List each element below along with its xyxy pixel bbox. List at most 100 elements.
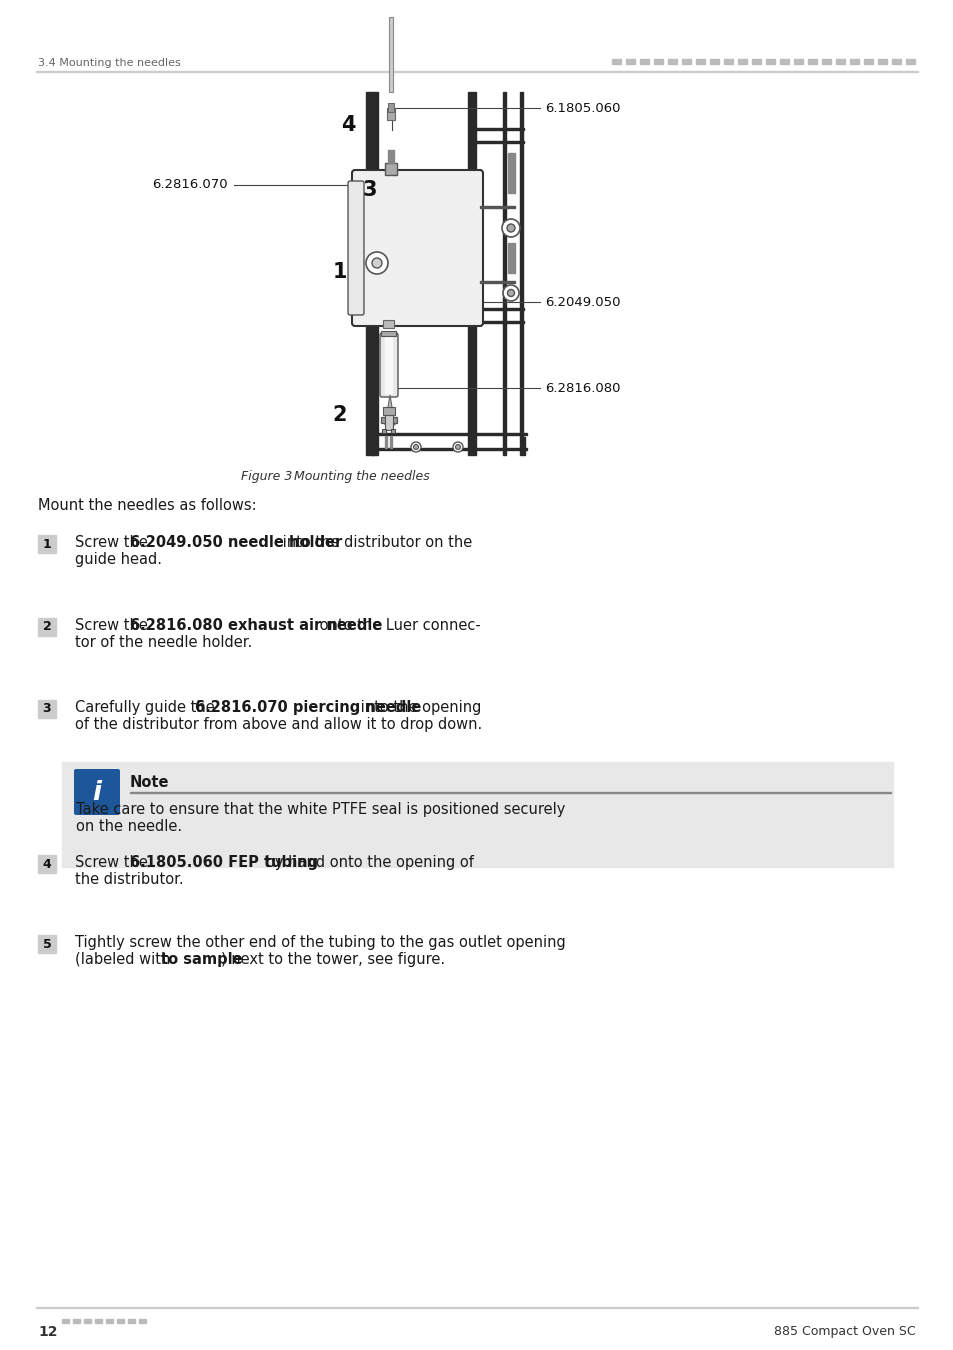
Bar bbox=[780, 59, 788, 63]
Bar bbox=[476, 308, 523, 310]
Text: Mounting the needles: Mounting the needles bbox=[277, 470, 429, 483]
Bar bbox=[62, 761, 892, 867]
Bar bbox=[667, 59, 677, 63]
Circle shape bbox=[366, 252, 388, 274]
Bar bbox=[117, 1319, 124, 1323]
FancyBboxPatch shape bbox=[74, 769, 120, 815]
Text: by hand onto the opening of: by hand onto the opening of bbox=[261, 855, 474, 869]
Text: 6.2816.070 piercing needle: 6.2816.070 piercing needle bbox=[194, 701, 421, 716]
Bar bbox=[502, 92, 505, 455]
Text: 3: 3 bbox=[43, 702, 51, 716]
Bar bbox=[73, 1319, 80, 1323]
Bar bbox=[388, 103, 394, 112]
Text: 6.2816.080: 6.2816.080 bbox=[544, 382, 619, 394]
Text: Mount the needles as follows:: Mount the needles as follows: bbox=[38, 498, 256, 513]
Bar bbox=[372, 448, 526, 450]
Text: Figure 3: Figure 3 bbox=[241, 470, 292, 483]
Text: 2: 2 bbox=[43, 621, 51, 633]
Bar bbox=[821, 59, 830, 63]
Circle shape bbox=[501, 219, 519, 238]
Circle shape bbox=[455, 444, 460, 450]
Text: the distributor.: the distributor. bbox=[75, 872, 183, 887]
Bar bbox=[381, 429, 386, 433]
Text: 6.2049.050: 6.2049.050 bbox=[544, 296, 619, 309]
Bar bbox=[835, 59, 844, 63]
Text: Screw the: Screw the bbox=[75, 618, 152, 633]
Bar bbox=[380, 331, 395, 336]
Bar bbox=[891, 59, 900, 63]
Bar bbox=[382, 320, 394, 328]
Bar bbox=[479, 205, 515, 208]
Bar bbox=[877, 59, 886, 63]
Bar bbox=[522, 437, 524, 455]
Circle shape bbox=[502, 285, 518, 301]
Bar bbox=[863, 59, 872, 63]
Text: into the opening: into the opening bbox=[355, 701, 481, 716]
Bar bbox=[519, 92, 522, 455]
Text: 1: 1 bbox=[43, 537, 51, 551]
Text: 12: 12 bbox=[38, 1324, 57, 1339]
Text: to sample: to sample bbox=[161, 952, 242, 967]
Bar bbox=[479, 281, 515, 284]
Bar bbox=[387, 108, 395, 120]
Bar bbox=[106, 1319, 112, 1323]
Circle shape bbox=[506, 224, 515, 232]
Text: 6.2049.050 needle holder: 6.2049.050 needle holder bbox=[130, 535, 342, 549]
Bar bbox=[793, 59, 802, 63]
Text: Note: Note bbox=[130, 775, 170, 790]
Text: 6.2816.080 exhaust air needle: 6.2816.080 exhaust air needle bbox=[130, 618, 382, 633]
Text: 4: 4 bbox=[43, 857, 51, 871]
Bar bbox=[38, 855, 56, 873]
Bar bbox=[38, 701, 56, 718]
Bar bbox=[380, 417, 396, 423]
Bar bbox=[390, 436, 392, 448]
Bar bbox=[366, 92, 377, 455]
Text: Take care to ensure that the white PTFE seal is positioned securely: Take care to ensure that the white PTFE … bbox=[76, 802, 565, 817]
Text: i: i bbox=[92, 780, 101, 806]
Text: guide head.: guide head. bbox=[75, 552, 162, 567]
Bar bbox=[476, 128, 523, 130]
Text: 3: 3 bbox=[362, 180, 376, 200]
Text: 885 Compact Oven SC: 885 Compact Oven SC bbox=[774, 1324, 915, 1338]
Circle shape bbox=[453, 441, 462, 452]
Text: on the needle.: on the needle. bbox=[76, 819, 182, 834]
Bar bbox=[625, 59, 635, 63]
Bar bbox=[389, 18, 393, 92]
Bar bbox=[681, 59, 690, 63]
Bar bbox=[388, 150, 394, 163]
Text: Carefully guide the: Carefully guide the bbox=[75, 701, 219, 716]
FancyBboxPatch shape bbox=[379, 333, 397, 397]
Text: Screw the: Screw the bbox=[75, 855, 152, 869]
Bar bbox=[382, 406, 395, 414]
Bar bbox=[95, 1319, 102, 1323]
Bar bbox=[391, 429, 395, 433]
Bar bbox=[139, 1319, 146, 1323]
Bar bbox=[385, 414, 393, 431]
Circle shape bbox=[413, 444, 418, 450]
Bar bbox=[849, 59, 858, 63]
Bar bbox=[654, 59, 662, 63]
Bar bbox=[639, 59, 648, 63]
Text: 1: 1 bbox=[333, 262, 347, 282]
Bar bbox=[38, 936, 56, 953]
Circle shape bbox=[411, 441, 420, 452]
Polygon shape bbox=[385, 396, 395, 425]
Text: (labeled with: (labeled with bbox=[75, 952, 174, 967]
Text: ) next to the tower, see figure.: ) next to the tower, see figure. bbox=[221, 952, 445, 967]
Text: 5: 5 bbox=[43, 937, 51, 950]
FancyBboxPatch shape bbox=[348, 181, 364, 315]
Bar bbox=[38, 618, 56, 636]
Text: into the distributor on the: into the distributor on the bbox=[277, 535, 472, 549]
Text: onto the Luer connec-: onto the Luer connec- bbox=[314, 618, 480, 633]
Text: 3.4 Mounting the needles: 3.4 Mounting the needles bbox=[38, 58, 180, 68]
Bar bbox=[385, 436, 387, 448]
Bar bbox=[807, 59, 816, 63]
Bar bbox=[385, 336, 392, 393]
Text: 2: 2 bbox=[333, 405, 347, 425]
Bar bbox=[38, 535, 56, 554]
Text: Screw the: Screw the bbox=[75, 535, 152, 549]
Text: of the distributor from above and allow it to drop down.: of the distributor from above and allow … bbox=[75, 717, 482, 732]
Bar bbox=[765, 59, 774, 63]
Bar bbox=[507, 243, 515, 273]
Bar bbox=[62, 1319, 69, 1323]
